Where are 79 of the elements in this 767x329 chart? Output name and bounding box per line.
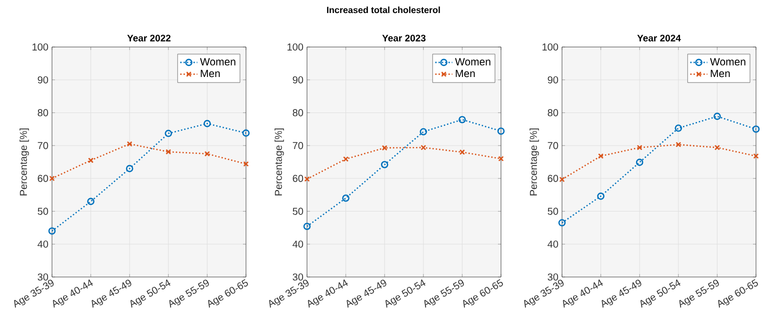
- y-tick-label: 60: [292, 174, 304, 182]
- y-tick-label: 80: [38, 109, 48, 116]
- point: [674, 124, 682, 132]
- point: [49, 176, 55, 182]
- point: [714, 112, 721, 120]
- y-tick-label: 70: [292, 142, 304, 150]
- y-tick-label: 70: [38, 142, 48, 150]
- point: [166, 149, 172, 155]
- legend-label: Women: [200, 58, 236, 66]
- y-tick-label: 50: [292, 208, 304, 215]
- y-tick-label: 80: [292, 109, 304, 116]
- point: [420, 144, 426, 150]
- point: [126, 141, 132, 147]
- y-tick-label: 30: [38, 273, 48, 281]
- point: [498, 156, 504, 162]
- y-tick-label: 80: [548, 109, 558, 116]
- point: [382, 145, 388, 151]
- y-tick-label: 90: [548, 76, 558, 84]
- x-tick-label: Age 40-44: [562, 279, 603, 308]
- y-tick-label: 40: [38, 240, 48, 248]
- point: [342, 194, 350, 202]
- y-tick-label: 40: [292, 240, 304, 248]
- y-axis-title: Percentage [%]: [20, 128, 29, 196]
- legend-label: Women: [710, 58, 746, 66]
- point: [497, 127, 505, 135]
- point: [752, 125, 760, 133]
- y-tick-label: 70: [548, 142, 558, 150]
- point: [87, 198, 94, 206]
- y-tick-label: 30: [292, 273, 304, 281]
- y-tick-label: 40: [548, 240, 558, 248]
- chart-title: Year 2023: [382, 34, 426, 42]
- point: [243, 161, 249, 167]
- x-tick-label: Age 40-44: [52, 279, 93, 308]
- point: [459, 149, 465, 155]
- point: [380, 160, 388, 168]
- point: [420, 128, 428, 136]
- point: [753, 153, 759, 159]
- point: [204, 120, 211, 128]
- point: [636, 158, 644, 166]
- y-tick-label: 90: [38, 76, 48, 84]
- y-tick-label: 60: [548, 174, 558, 182]
- text: Increased total cholesterol: [327, 6, 440, 14]
- y-tick-label: 50: [548, 208, 558, 215]
- point: [304, 176, 310, 182]
- point: [714, 144, 720, 150]
- point: [88, 158, 94, 164]
- y-tick-label: 90: [292, 76, 304, 84]
- chart-title: Year 2022: [127, 34, 171, 42]
- point: [598, 153, 604, 159]
- point: [164, 130, 172, 138]
- point: [558, 219, 566, 226]
- point: [597, 192, 604, 200]
- y-tick-label: 100: [542, 43, 558, 51]
- point: [636, 144, 642, 150]
- y-tick-label: 50: [38, 208, 48, 215]
- x-tick-label: Age 40-44: [308, 279, 348, 308]
- point: [204, 151, 210, 157]
- point: [48, 227, 56, 235]
- legend-label: Men: [710, 70, 730, 78]
- point: [559, 176, 565, 182]
- y-tick-label: 30: [548, 273, 558, 281]
- x-tick-label: Age 45-49: [92, 280, 132, 308]
- legend-label: Men: [456, 70, 475, 78]
- y-tick-label: 60: [38, 174, 48, 182]
- x-tick-label: Age 45-49: [346, 280, 386, 308]
- y-axis-title: Percentage [%]: [530, 128, 539, 196]
- point: [303, 222, 311, 230]
- y-tick-label: 100: [32, 43, 48, 51]
- point: [458, 116, 466, 124]
- legend-label: Men: [200, 70, 220, 78]
- point: [343, 156, 349, 162]
- y-tick-label: 100: [288, 43, 304, 51]
- point: [676, 142, 682, 148]
- point: [126, 164, 134, 172]
- x-tick-label: Age 45-49: [602, 280, 642, 308]
- point: [242, 129, 250, 137]
- y-axis-title: Percentage [%]: [274, 128, 284, 196]
- chart-title: Year 2024: [637, 34, 681, 42]
- legend-label: Women: [455, 58, 490, 66]
